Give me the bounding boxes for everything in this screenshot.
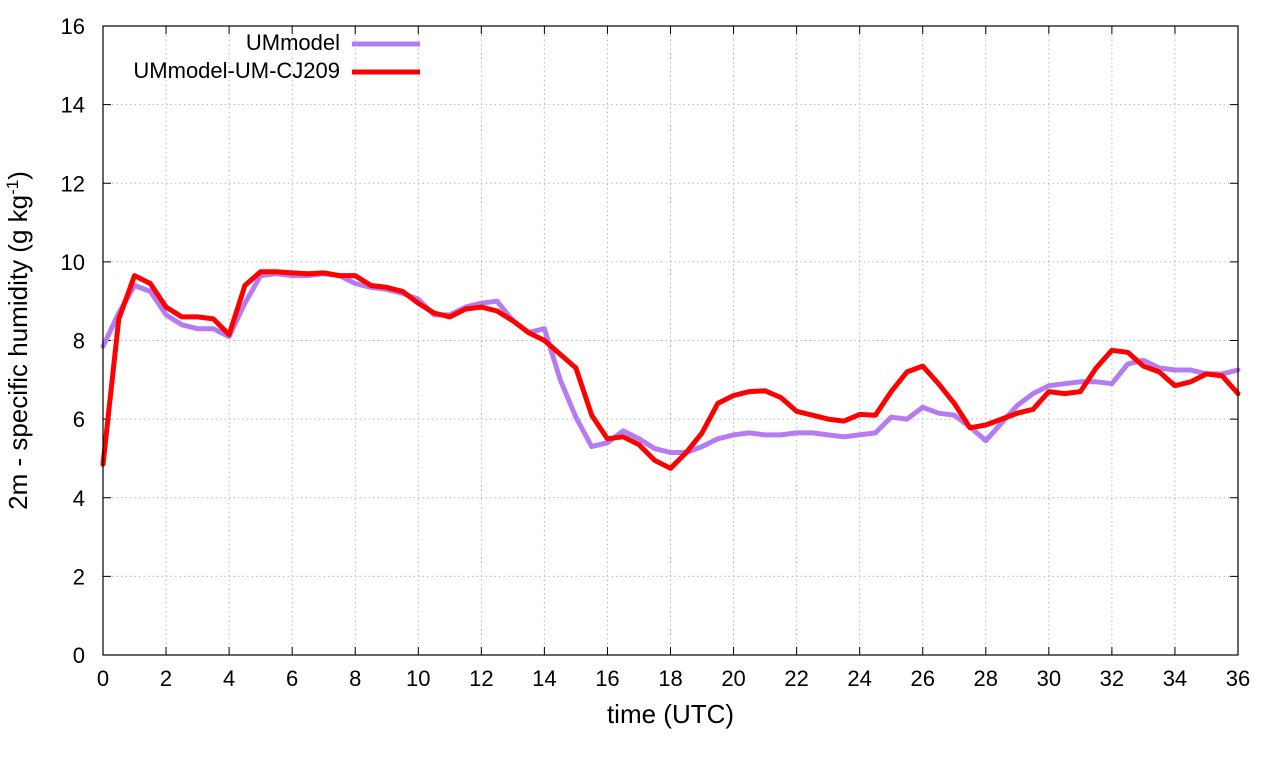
x-tick-label: 32: [1100, 666, 1124, 691]
x-tick-label: 14: [532, 666, 556, 691]
x-tick-label: 12: [469, 666, 493, 691]
legend-label-ummodel-um-cj209: UMmodel-UM-CJ209: [133, 58, 340, 83]
y-tick-label: 6: [73, 407, 85, 432]
grid: [103, 26, 1238, 655]
y-axis-title-main: 2m - specific humidity (g kg: [3, 195, 33, 510]
series-line-ummodel: [100, 271, 1241, 455]
y-tick-label: 12: [61, 171, 85, 196]
x-tick-label: 8: [349, 666, 361, 691]
x-tick-label: 34: [1163, 666, 1187, 691]
x-tick-label: 22: [784, 666, 808, 691]
legend: UMmodel UMmodel-UM-CJ209: [133, 30, 420, 83]
y-axis-title-sup: -1: [3, 180, 22, 195]
legend-label-ummodel: UMmodel: [246, 30, 340, 55]
x-tick-label: 26: [910, 666, 934, 691]
x-axis-title: time (UTC): [607, 699, 734, 729]
y-tick-label: 16: [61, 14, 85, 39]
x-tick-label: 6: [286, 666, 298, 691]
x-tick-label: 36: [1226, 666, 1250, 691]
y-tick-label: 10: [61, 250, 85, 275]
y-tick-label: 4: [73, 486, 85, 511]
y-axis-title-close: ): [3, 171, 33, 180]
series-line-ummodel-um-cj209: [100, 269, 1241, 471]
y-tick-label: 14: [61, 93, 85, 118]
y-tick-label: 2: [73, 564, 85, 589]
y-tick-label: 8: [73, 329, 85, 354]
x-tick-label: 30: [1037, 666, 1061, 691]
x-tick-label: 20: [721, 666, 745, 691]
y-axis-title: 2m - specific humidity (g kg-1): [3, 171, 34, 510]
series-layer: [100, 269, 1241, 471]
x-tick-label: 18: [658, 666, 682, 691]
x-tick-label: 28: [974, 666, 998, 691]
plot-frame: [102, 25, 1239, 656]
y-tick-label: 0: [73, 643, 85, 668]
x-tick-label: 10: [406, 666, 430, 691]
x-tick-label: 0: [97, 666, 109, 691]
ticks: 0 2 4 6 8 10 12 14 16 18 20 22 24 26 28 30 32 34 360246810…: [61, 14, 1251, 691]
x-tick-label: 16: [595, 666, 619, 691]
x-tick-label: 4: [223, 666, 235, 691]
x-tick-label: 2: [160, 666, 172, 691]
x-tick-label: 24: [847, 666, 871, 691]
